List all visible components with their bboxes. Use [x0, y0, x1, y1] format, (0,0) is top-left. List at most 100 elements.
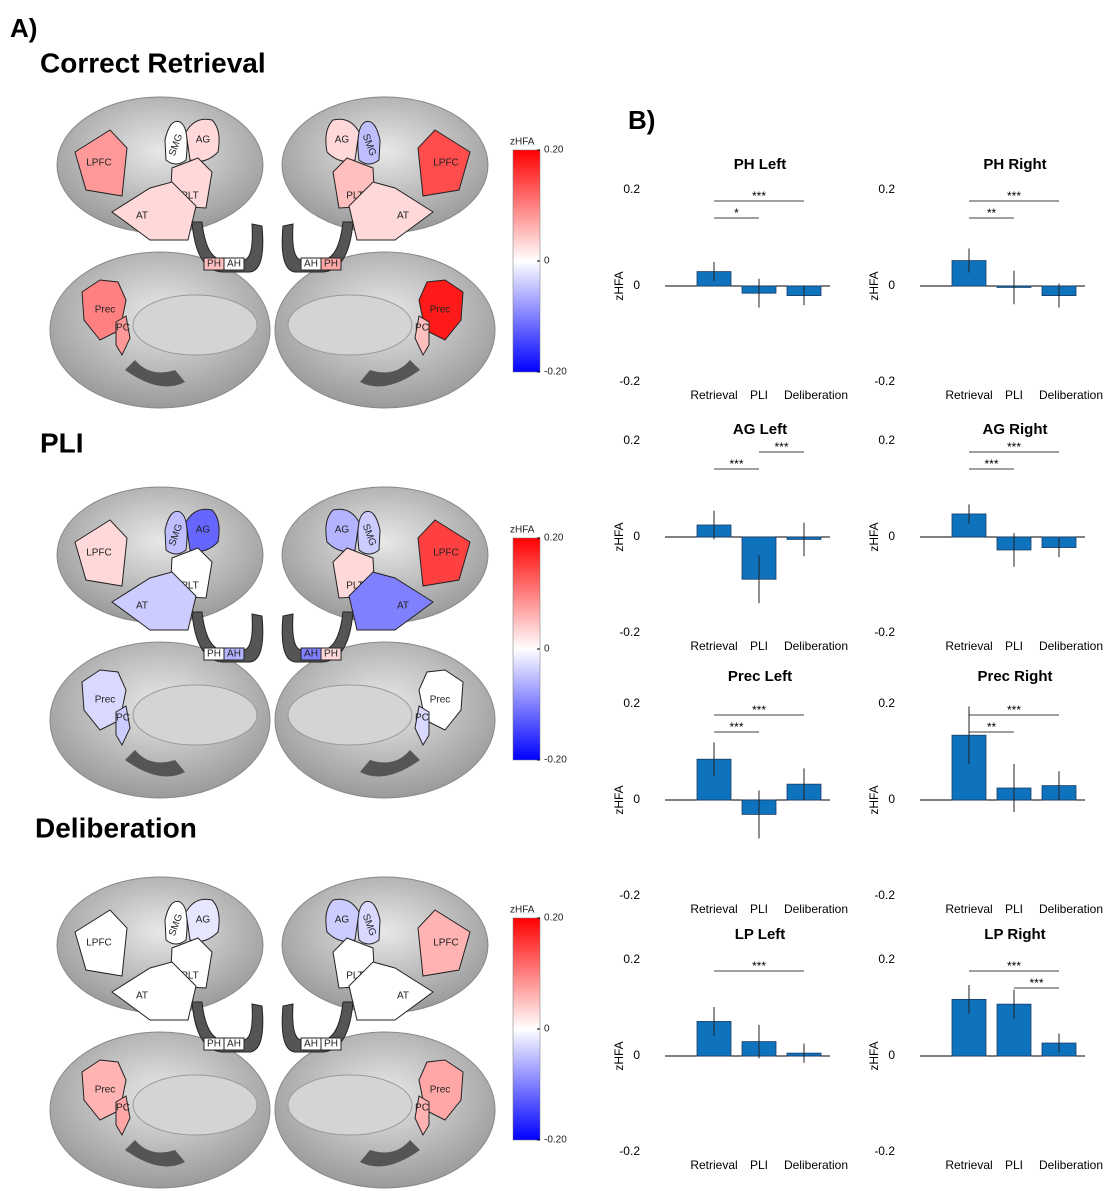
colorbar-label: zHFA — [510, 525, 535, 536]
x-tick-label: Deliberation — [1039, 388, 1103, 402]
significance-label: *** — [729, 457, 743, 471]
region-label: LPFC — [433, 158, 459, 169]
colorbar — [513, 918, 540, 1140]
y-tick-label: -0.2 — [874, 1144, 895, 1158]
significance-label: ** — [987, 720, 997, 734]
chart-title: AG Right — [983, 421, 1048, 438]
colorbar-tick-label: 0 — [544, 256, 550, 267]
colorbar — [513, 538, 540, 760]
condition-title: PLI — [40, 427, 84, 458]
y-tick-label: 0 — [633, 529, 640, 543]
region-label: LPFC — [433, 548, 459, 559]
significance-label: * — [734, 206, 739, 220]
colorbar — [513, 150, 540, 372]
corpus-callosum — [133, 295, 257, 355]
chart-title: LP Right — [984, 926, 1045, 943]
y-tick-label: 0.2 — [623, 182, 640, 196]
y-axis-label: zHFA — [867, 1041, 881, 1070]
y-tick-label: 0 — [888, 529, 895, 543]
x-tick-label: Retrieval — [945, 902, 992, 916]
region-label: AT — [136, 601, 148, 612]
region-label: Prec — [95, 695, 116, 706]
y-tick-label: 0.2 — [623, 952, 640, 966]
region-label: AT — [397, 601, 409, 612]
x-tick-label: PLI — [1005, 388, 1023, 402]
colorbar-tick-label: 0 — [544, 644, 550, 655]
y-tick-label: 0.2 — [878, 952, 895, 966]
x-tick-label: PLI — [750, 902, 768, 916]
x-tick-label: PLI — [750, 388, 768, 402]
y-axis-label: zHFA — [867, 785, 881, 814]
region-label: AH — [227, 1039, 241, 1050]
x-tick-label: Deliberation — [784, 902, 848, 916]
significance-label: *** — [1007, 703, 1021, 717]
y-axis-label: zHFA — [612, 1041, 626, 1070]
y-axis-label: zHFA — [612, 271, 626, 300]
region-label: AT — [136, 991, 148, 1002]
x-tick-label: Deliberation — [784, 1158, 848, 1172]
chart-title: Prec Right — [977, 668, 1052, 685]
colorbar-tick-label: 0.20 — [544, 913, 564, 924]
significance-label: *** — [752, 189, 766, 203]
x-tick-label: Retrieval — [690, 1158, 737, 1172]
y-axis-label: zHFA — [867, 522, 881, 551]
region-label: Prec — [95, 1085, 116, 1096]
x-tick-label: PLI — [750, 639, 768, 653]
region-label: AH — [304, 1039, 318, 1050]
region-label: PC — [415, 1103, 429, 1114]
x-tick-label: Deliberation — [1039, 902, 1103, 916]
y-tick-label: 0 — [888, 792, 895, 806]
region-label: PH — [324, 1039, 338, 1050]
x-tick-label: Retrieval — [690, 902, 737, 916]
region-label: PH — [207, 1039, 221, 1050]
x-tick-label: PLI — [1005, 1158, 1023, 1172]
significance-label: ** — [987, 206, 997, 220]
region-label: Prec — [430, 695, 451, 706]
region-label: LPFC — [433, 938, 459, 949]
significance-label: *** — [1007, 440, 1021, 454]
chart-title: LP Left — [735, 926, 786, 943]
y-axis-label: zHFA — [867, 271, 881, 300]
region-label: PC — [116, 713, 130, 724]
y-axis-label: zHFA — [612, 785, 626, 814]
x-tick-label: Deliberation — [784, 639, 848, 653]
corpus-callosum — [288, 685, 412, 745]
corpus-callosum — [133, 1075, 257, 1135]
x-tick-label: PLI — [1005, 902, 1023, 916]
x-tick-label: PLI — [750, 1158, 768, 1172]
chart-title: AG Left — [733, 421, 787, 438]
condition-title: Deliberation — [35, 812, 197, 843]
colorbar-label: zHFA — [510, 137, 535, 148]
significance-label: *** — [752, 959, 766, 973]
x-tick-label: Retrieval — [690, 388, 737, 402]
region-label: LPFC — [86, 548, 112, 559]
significance-label: *** — [752, 703, 766, 717]
y-tick-label: -0.2 — [874, 625, 895, 639]
significance-label: *** — [1029, 976, 1043, 990]
region-label: AG — [335, 525, 350, 536]
region-label: LPFC — [86, 938, 112, 949]
y-tick-label: -0.2 — [619, 374, 640, 388]
y-tick-label: 0 — [888, 278, 895, 292]
chart-title: PH Left — [734, 156, 787, 173]
significance-label: *** — [1007, 189, 1021, 203]
corpus-callosum — [133, 685, 257, 745]
region-label: PH — [324, 259, 338, 270]
region-label: AT — [136, 211, 148, 222]
figure: A) B) Correct RetrievalLPFCSMGAGPLTATPre… — [0, 0, 1109, 1191]
y-tick-label: 0.2 — [623, 433, 640, 447]
colorbar-tick-label: 0.20 — [544, 145, 564, 156]
region-label: AH — [227, 649, 241, 660]
region-label: AH — [304, 649, 318, 660]
colorbar-tick-label: -0.20 — [544, 755, 567, 766]
region-label: Prec — [430, 305, 451, 316]
significance-label: *** — [774, 440, 788, 454]
y-tick-label: 0.2 — [878, 182, 895, 196]
region-label: PC — [116, 323, 130, 334]
y-tick-label: 0.2 — [878, 696, 895, 710]
y-tick-label: 0 — [633, 792, 640, 806]
x-tick-label: Deliberation — [1039, 1158, 1103, 1172]
region-label: PH — [324, 649, 338, 660]
chart-title: Prec Left — [728, 668, 792, 685]
